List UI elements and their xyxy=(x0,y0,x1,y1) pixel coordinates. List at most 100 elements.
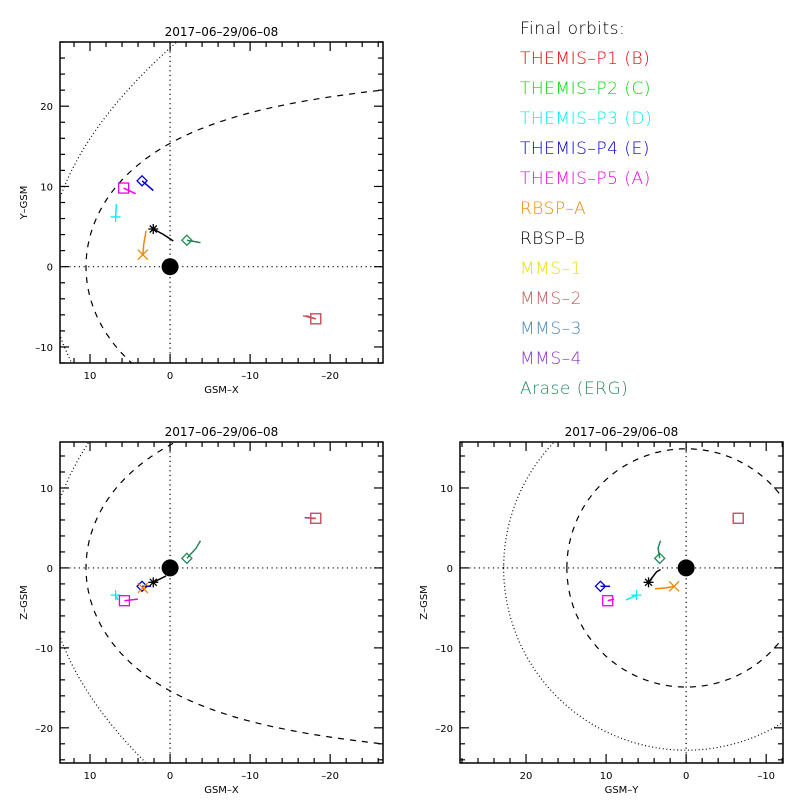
earth-marker xyxy=(161,258,179,276)
panel-title: 2017–06–29/06–08 xyxy=(165,425,279,439)
spacecraft-mms-4 xyxy=(732,512,744,525)
orbit-track xyxy=(654,585,675,590)
magnetopause-curve xyxy=(566,448,783,688)
panel-1: 10 0 –10 –20 10 0 –10 –20 2017–06–29/06–08 GSM–X Z… xyxy=(19,425,384,796)
y-tick-label: –20 xyxy=(435,724,453,735)
y-tick-label: –10 xyxy=(35,343,53,354)
orbit-track xyxy=(152,575,167,583)
orbit-track xyxy=(625,594,637,601)
spacecraft-themis-p3-d xyxy=(625,590,642,601)
x-tick-label: 10 xyxy=(84,371,97,382)
spacecraft-themis-p3-d xyxy=(110,204,121,222)
asterisk-marker xyxy=(643,577,654,588)
square-marker xyxy=(117,182,130,194)
legend-entry: MMS–3 xyxy=(520,319,582,339)
x-tick-label: –10 xyxy=(241,371,259,382)
plot-area xyxy=(460,442,783,763)
panel-title: 2017–06–29/06–08 xyxy=(565,425,679,439)
legend: Final orbits: THEMIS–P1 (B) THEMIS–P2 (C)… xyxy=(520,14,652,399)
legend-entry: THEMIS–P1 (B) xyxy=(520,49,651,69)
plot-frame xyxy=(59,41,384,364)
square-marker xyxy=(732,512,744,525)
legend-entry: MMS–4 xyxy=(520,349,582,369)
orbit-track xyxy=(152,228,174,242)
spacecraft-themis-p5-a xyxy=(118,595,139,607)
x-tick-label: 20 xyxy=(520,771,533,782)
plot-area xyxy=(60,42,383,363)
y-tick-label: –20 xyxy=(35,724,53,735)
magnetopause-curve xyxy=(85,89,383,363)
y-tick-label: 10 xyxy=(40,182,53,193)
square-marker xyxy=(310,313,322,325)
plus-marker xyxy=(631,590,642,601)
x-marker xyxy=(668,580,680,592)
x-tick-label: 10 xyxy=(84,771,97,782)
asterisk-marker xyxy=(148,223,159,234)
spacecraft-mms-2 xyxy=(732,512,744,525)
diamond-marker xyxy=(653,552,666,565)
plot-frame xyxy=(59,441,384,764)
earth-marker xyxy=(161,559,179,577)
x-tick-label: 0 xyxy=(167,371,173,382)
spacecraft-themis-p4-e xyxy=(594,580,611,593)
plus-marker xyxy=(110,211,121,222)
legend-entry: RBSP–B xyxy=(520,229,586,249)
y-axis-label: Z–GSM xyxy=(419,585,430,620)
spacecraft-mms-2 xyxy=(310,512,322,525)
square-marker xyxy=(310,512,322,525)
y-tick-label: 10 xyxy=(440,484,453,495)
x-axis-label: GSM–X xyxy=(204,785,239,796)
spacecraft-rbsp-a xyxy=(137,582,149,594)
plot-area xyxy=(60,442,383,763)
legend-entry: THEMIS–P5 (A) xyxy=(520,169,651,189)
orbit-track xyxy=(141,180,154,192)
diamond-marker xyxy=(136,174,148,187)
orbit-track xyxy=(186,540,202,559)
x-tick-label: –10 xyxy=(757,771,775,782)
orbit-track xyxy=(302,314,316,320)
diamond-marker xyxy=(594,580,607,593)
plot-frame xyxy=(459,441,784,764)
panel-title: 2017–06–29/06–08 xyxy=(165,25,279,39)
spacecraft-arase-erg xyxy=(653,540,666,565)
square-marker xyxy=(118,595,131,607)
y-tick-label: 10 xyxy=(40,484,53,495)
magnetopause-curve xyxy=(85,442,383,745)
x-axis-label: GSM–Y xyxy=(605,785,640,796)
x-tick-label: –20 xyxy=(321,771,339,782)
bow-shock-curve xyxy=(502,442,783,751)
spacecraft-rbsp-a xyxy=(654,580,680,592)
spacecraft-themis-p4-e xyxy=(136,174,154,192)
y-tick-label: –10 xyxy=(35,644,53,655)
asterisk-marker xyxy=(148,577,159,588)
y-tick-label: 0 xyxy=(447,564,453,575)
spacecraft-arase-erg xyxy=(180,234,201,247)
x-marker xyxy=(137,249,149,261)
spacecraft-themis-p5-a xyxy=(117,182,136,195)
bow-shock-curve xyxy=(60,442,147,763)
legend-entry: MMS–2 xyxy=(520,289,582,309)
spacecraft-rbsp-b xyxy=(148,223,174,242)
panel-2: 20 10 0 –10 10 0 –10 –20 2017–06–29/06–08 GSM–Y Z–… xyxy=(419,425,784,796)
x-tick-label: 0 xyxy=(167,771,173,782)
orbit-track xyxy=(124,598,139,602)
spacecraft-arase-erg xyxy=(180,540,202,565)
x-tick-label: 0 xyxy=(683,771,689,782)
spacecraft-rbsp-b xyxy=(643,568,661,588)
legend-entry: THEMIS–P2 (C) xyxy=(520,79,651,99)
spacecraft-rbsp-a xyxy=(137,230,149,261)
orbit-track xyxy=(142,230,147,255)
y-tick-label: 20 xyxy=(40,102,53,113)
x-marker xyxy=(137,582,149,594)
legend-title: Final orbits: xyxy=(520,19,626,39)
x-tick-label: –20 xyxy=(321,371,339,382)
legend-entry: MMS–1 xyxy=(520,259,582,279)
diamond-marker xyxy=(180,234,193,247)
bow-shock-curve xyxy=(60,42,178,363)
legend-entry: RBSP–A xyxy=(520,199,587,219)
x-tick-label: –10 xyxy=(241,771,259,782)
earth-marker xyxy=(677,559,695,577)
y-tick-label: 0 xyxy=(47,564,53,575)
spacecraft-themis-p5-a xyxy=(602,595,615,607)
